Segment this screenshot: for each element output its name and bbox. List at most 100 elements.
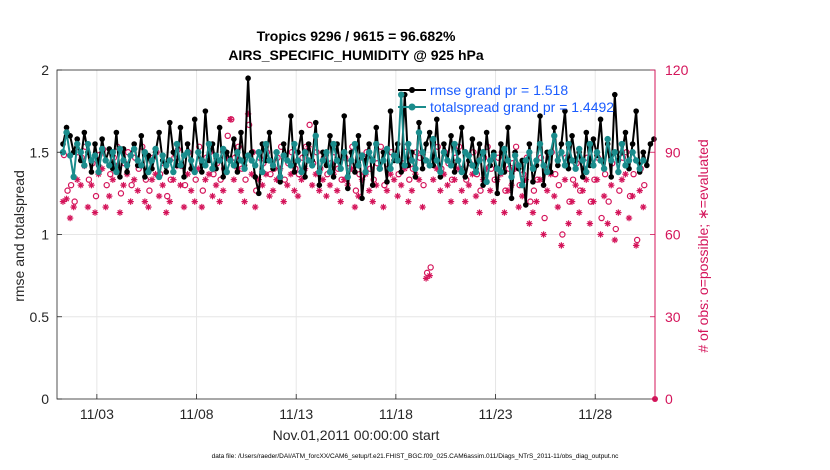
obs-evaluated-point	[590, 198, 597, 205]
rmse-point	[359, 195, 365, 202]
totalspread-point	[479, 149, 487, 156]
totalspread-point	[195, 149, 202, 156]
rmse-point	[234, 169, 241, 175]
y-axis-right-label: # of obs: o=possible; ∗=evaluated	[695, 139, 711, 352]
rmse-point	[483, 129, 490, 136]
totalspread-point	[216, 157, 223, 164]
rmse-point	[373, 124, 380, 131]
series-layer	[59, 75, 658, 402]
obs-evaluated-point	[586, 220, 594, 227]
totalspread-point	[575, 145, 583, 153]
obs-evaluated-point	[209, 192, 216, 200]
obs-possible-point	[164, 192, 171, 200]
legend-rmse-marker	[409, 87, 415, 93]
totalspread-point	[70, 173, 77, 181]
obs-possible-point	[605, 198, 612, 205]
totalspread-point	[301, 149, 309, 156]
rmse-point	[156, 129, 162, 136]
totalspread-point	[138, 162, 145, 169]
rmse-point	[216, 124, 223, 131]
totalspread-point	[490, 152, 497, 159]
obs-possible-point	[641, 181, 648, 189]
x-tick-label: 11/03	[80, 406, 114, 422]
obs-possible-point	[555, 181, 563, 189]
obs-evaluated-point	[241, 198, 248, 205]
rmse-point	[419, 165, 426, 172]
totalspread-point	[113, 168, 120, 176]
totalspread-point	[66, 152, 74, 159]
obs-evaluated-point	[177, 181, 184, 189]
totalspread-point	[291, 140, 298, 148]
totalspread-point	[536, 140, 544, 148]
rmse-point	[99, 136, 105, 142]
obs-evaluated-point	[515, 203, 522, 211]
totalspread-point	[159, 152, 166, 159]
obs-evaluated-point	[390, 176, 398, 183]
obs-possible-point	[117, 190, 125, 197]
obs-possible-point	[192, 176, 199, 183]
obs-evaluated-point	[291, 187, 298, 194]
totalspread-point	[84, 140, 92, 148]
rmse-point	[330, 174, 337, 180]
rmse-point	[298, 129, 305, 136]
totalspread-point	[219, 145, 227, 153]
obs-evaluated-point	[166, 198, 173, 205]
obs-evaluated-point	[640, 203, 647, 211]
totalspread-point	[497, 168, 505, 176]
totalspread-point	[230, 162, 238, 169]
rmse-point	[647, 141, 654, 147]
obs-possible-point	[512, 143, 520, 150]
totalspread-point	[543, 168, 551, 176]
totalspread-point	[287, 162, 295, 169]
totalspread-point	[308, 162, 316, 169]
rmse-point	[266, 129, 273, 136]
totalspread-point	[209, 165, 216, 172]
totalspread-point	[365, 149, 373, 156]
totalspread-point	[430, 135, 437, 143]
obs-possible-point	[85, 176, 93, 183]
y-tick-label-left: 1.5	[30, 144, 50, 160]
totalspread-point	[465, 152, 473, 159]
totalspread-point	[88, 157, 95, 164]
totalspread-point	[422, 157, 430, 164]
totalspread-point	[98, 145, 106, 153]
totalspread-point	[640, 157, 647, 164]
rmse-point	[608, 174, 615, 180]
obs-evaluated-point	[130, 176, 138, 183]
totalspread-point	[387, 165, 394, 172]
obs-evaluated-point	[91, 209, 99, 216]
totalspread-point	[102, 157, 109, 164]
totalspread-point	[529, 165, 537, 172]
totalspread-point	[330, 140, 337, 148]
rmse-point	[640, 149, 647, 156]
totalspread-point	[148, 157, 156, 164]
rmse-point	[644, 162, 650, 169]
rmse-point	[579, 174, 586, 180]
obs-evaluated-point	[227, 116, 234, 123]
obs-evaluated-point	[394, 192, 401, 200]
obs-possible-point	[107, 170, 114, 178]
totalspread-point	[241, 165, 248, 172]
obs-evaluated-point	[284, 181, 291, 189]
obs-evaluated-point	[205, 170, 213, 178]
totalspread-point	[408, 157, 416, 164]
rmse-point	[142, 174, 148, 180]
obs-evaluated-point	[387, 170, 394, 178]
obs-evaluated-point	[597, 231, 604, 238]
y-tick-label-right: 90	[665, 144, 681, 160]
ticks: 11/03 11/08 11/13 11/18 11/23 11/28 0 0.5 1 1.5 2 0…	[30, 62, 689, 422]
y-tick-label-right: 120	[665, 62, 689, 78]
obs-possible-point	[224, 132, 231, 139]
totalspread-point	[95, 168, 102, 176]
rmse-point	[522, 202, 529, 208]
obs-evaluated-point	[219, 187, 227, 194]
rmse-point	[462, 174, 469, 180]
totalspread-point	[593, 149, 601, 156]
rmse-point	[302, 174, 308, 180]
rmse-point	[458, 124, 465, 131]
x-tick-label: 11/18	[379, 406, 413, 422]
obs-evaluated-point	[63, 195, 70, 203]
obs-evaluated-point	[316, 187, 323, 194]
totalspread-point	[380, 157, 387, 164]
